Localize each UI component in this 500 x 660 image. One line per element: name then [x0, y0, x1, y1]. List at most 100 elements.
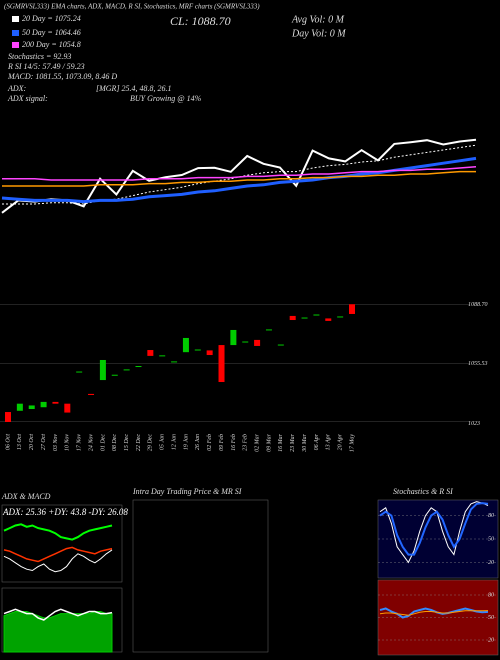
- panel-title: Intra Day Trading Price & MR SI: [132, 487, 242, 496]
- y-tick-label: 1088.70: [468, 302, 488, 308]
- x-tick-label: 02 Feb: [207, 434, 213, 451]
- x-tick-label: 30 Mar: [302, 433, 308, 452]
- series-line: [3, 523, 113, 541]
- header-text: (SGMRVSL333) EMA charts, ADX, MACD, R SI…: [4, 3, 260, 11]
- x-tick-label: 22 Dec: [136, 434, 142, 451]
- x-tick-label: 01 Dec: [100, 434, 106, 451]
- y-tick-label: 20: [488, 637, 494, 643]
- candle-body: [301, 317, 308, 319]
- header-text: MACD: 1081.55, 1073.09, 8.46 D: [7, 72, 117, 81]
- candle-body: [16, 403, 23, 411]
- header-text: 50 Day = 1064.46: [22, 28, 81, 37]
- panel-bg: [132, 499, 269, 653]
- x-tick-label: 17 May: [349, 434, 355, 452]
- x-tick-label: 23 Feb: [243, 434, 249, 451]
- series-line: [3, 608, 113, 621]
- candle-body: [123, 369, 130, 371]
- candle-body: [99, 359, 106, 381]
- candle-body: [349, 304, 355, 314]
- candle-body: [265, 329, 272, 331]
- x-tick-label: 02 Mar: [254, 433, 260, 451]
- ma-line: [2, 166, 477, 181]
- x-tick-label: 03 Nov: [53, 434, 59, 452]
- series-line: [379, 610, 489, 616]
- y-tick-label: 50: [488, 615, 494, 621]
- candle-body: [40, 401, 47, 408]
- candle-body: [230, 329, 237, 346]
- candle-body: [147, 350, 154, 356]
- x-tick-label: 08 Dec: [112, 434, 118, 451]
- header-text: ADX:: [7, 84, 27, 93]
- candle-body: [242, 341, 249, 343]
- y-tick-label: 1055.53: [468, 361, 488, 367]
- series-line: [379, 501, 489, 564]
- x-tick-label: 09 Mar: [266, 433, 272, 451]
- x-tick-label: 13 Apr: [326, 433, 332, 450]
- candle-body: [182, 337, 189, 353]
- candle-body: [64, 403, 71, 413]
- panel-title: ADX & MACD: [1, 492, 51, 501]
- header-text: R SI 14/5: 57.49 / 59.23: [7, 62, 85, 71]
- series-line: [379, 502, 489, 556]
- y-tick-label: 1023: [468, 421, 480, 427]
- x-tick-label: 19 Jan: [183, 434, 189, 450]
- x-tick-label: 10 Nov: [65, 434, 71, 452]
- candle-body: [88, 393, 95, 395]
- candle-body: [194, 349, 201, 351]
- ema200-key: [12, 42, 19, 48]
- y-tick-label: 80: [488, 592, 494, 598]
- candle-body: [206, 350, 213, 356]
- candle-body: [277, 344, 284, 346]
- series-line: [3, 546, 113, 563]
- x-tick-label: 23 Mar: [290, 433, 296, 451]
- candle-body: [337, 316, 344, 318]
- candle-body: [313, 314, 320, 316]
- header-text: Stochastics = 92.93: [8, 52, 71, 61]
- x-tick-label: 26 Jan: [195, 434, 201, 450]
- header-text: 20 Day = 1075.24: [22, 14, 81, 23]
- x-tick-label: 09 Feb: [219, 434, 225, 451]
- series-line: [3, 549, 113, 573]
- x-tick-label: 20 Oct: [29, 434, 35, 450]
- y-tick-label: 50: [488, 536, 494, 542]
- header-text: [MGR] 25.4, 48.8, 26.1: [96, 84, 172, 93]
- x-tick-label: 05 Jan: [160, 434, 166, 450]
- x-tick-label: 17 Nov: [77, 434, 83, 452]
- candle-body: [159, 355, 166, 357]
- x-tick-label: 29 Dec: [148, 434, 154, 451]
- x-tick-label: 20 Apr: [338, 433, 344, 450]
- ma-line: [1, 138, 477, 214]
- candle-body: [52, 401, 59, 404]
- x-tick-label: 06 Oct: [5, 434, 11, 450]
- candle-body: [171, 361, 178, 363]
- y-tick-label: 20: [488, 560, 494, 566]
- x-tick-label: 12 Jan: [171, 434, 177, 450]
- ma-line: [2, 170, 476, 187]
- candle-body: [254, 339, 261, 346]
- x-tick-label: 06 Apr: [314, 433, 320, 450]
- header-text: CL: 1088.70: [170, 14, 231, 28]
- ema50-key: [12, 30, 19, 36]
- candle-body: [325, 318, 332, 321]
- header-text: Day Vol: 0 M: [291, 28, 346, 39]
- header-text: ADX signal:: [7, 94, 48, 103]
- x-tick-label: 16 Feb: [231, 434, 237, 451]
- x-tick-label: 13 Oct: [17, 434, 23, 450]
- header-text: BUY Growing @ 14%: [130, 94, 202, 103]
- y-tick-label: 80: [488, 513, 494, 519]
- header-text: 200 Day = 1054.8: [22, 40, 81, 49]
- x-tick-label: 24 Nov: [87, 434, 94, 452]
- candle-body: [111, 374, 118, 376]
- candle-body: [218, 345, 225, 383]
- candle-body: [28, 405, 35, 410]
- header-text: Avg Vol: 0 M: [291, 14, 345, 25]
- panel-title: Stochastics & R SI: [393, 487, 453, 496]
- ema20-key: [12, 16, 19, 22]
- candle-body: [76, 371, 83, 373]
- candle-body: [135, 366, 142, 368]
- candle-body: [289, 315, 296, 321]
- x-tick-label: 16 Mar: [278, 433, 284, 451]
- series-line: [3, 611, 113, 653]
- x-tick-label: 15 Dec: [124, 434, 130, 451]
